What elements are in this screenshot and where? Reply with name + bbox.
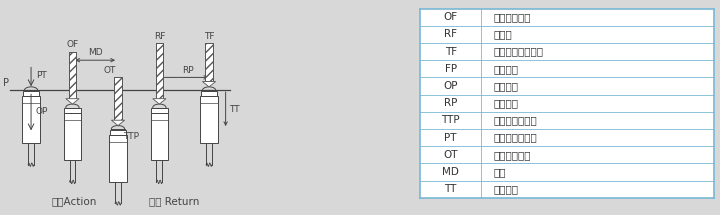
Text: 整个移动所需之力: 整个移动所需之力 (494, 47, 544, 57)
Bar (150, 113, 168, 160)
Bar (109, 135, 127, 182)
Text: TTP: TTP (441, 115, 460, 125)
Text: OP: OP (444, 81, 458, 91)
Bar (22, 96, 40, 143)
Text: OF: OF (66, 40, 78, 49)
Bar (109, 130, 126, 135)
Text: RF: RF (444, 29, 457, 39)
Text: RP: RP (444, 98, 457, 108)
Text: 动作位置: 动作位置 (494, 81, 518, 91)
Text: 整个移动之位置: 整个移动之位置 (494, 115, 537, 125)
Text: RF: RF (153, 32, 165, 41)
Text: 自由位置: 自由位置 (494, 64, 518, 74)
Text: TTP: TTP (123, 132, 139, 141)
Bar (68, 52, 76, 99)
Polygon shape (202, 81, 216, 87)
Text: OF: OF (444, 12, 458, 22)
Text: RP: RP (183, 66, 194, 75)
Text: TT: TT (444, 184, 457, 194)
Bar (64, 113, 81, 160)
Text: 回复位置: 回复位置 (494, 98, 518, 108)
Text: 动作Action: 动作Action (52, 196, 97, 206)
Text: MD: MD (88, 48, 102, 57)
Text: FP: FP (445, 64, 456, 74)
Text: 距差: 距差 (494, 167, 506, 177)
Text: 至动作为止之移: 至动作为止之移 (494, 133, 537, 143)
Text: 回复 Return: 回复 Return (149, 196, 199, 206)
Bar (200, 96, 217, 143)
Bar (156, 43, 163, 99)
Text: MD: MD (442, 167, 459, 177)
Text: OP: OP (35, 107, 48, 116)
Bar (151, 108, 168, 113)
Text: OT: OT (444, 150, 458, 160)
Bar (420, 9, 714, 198)
Text: 动作后之移动: 动作后之移动 (494, 150, 531, 160)
Polygon shape (112, 120, 125, 126)
Text: TF: TF (445, 47, 456, 57)
Polygon shape (153, 99, 166, 104)
Text: PT: PT (444, 133, 457, 143)
Text: TF: TF (204, 32, 215, 41)
Text: 回复力: 回复力 (494, 29, 513, 39)
Text: PT: PT (36, 71, 47, 80)
Text: OT: OT (104, 66, 116, 75)
Bar (64, 108, 81, 113)
Text: 整个移动: 整个移动 (494, 184, 518, 194)
Text: P: P (3, 78, 9, 88)
Text: TT: TT (229, 105, 240, 114)
Bar (23, 91, 40, 96)
Polygon shape (66, 99, 79, 104)
Text: 动作所需之力: 动作所需之力 (494, 12, 531, 22)
Bar (205, 43, 213, 81)
Bar (201, 91, 217, 96)
Bar (114, 77, 122, 120)
